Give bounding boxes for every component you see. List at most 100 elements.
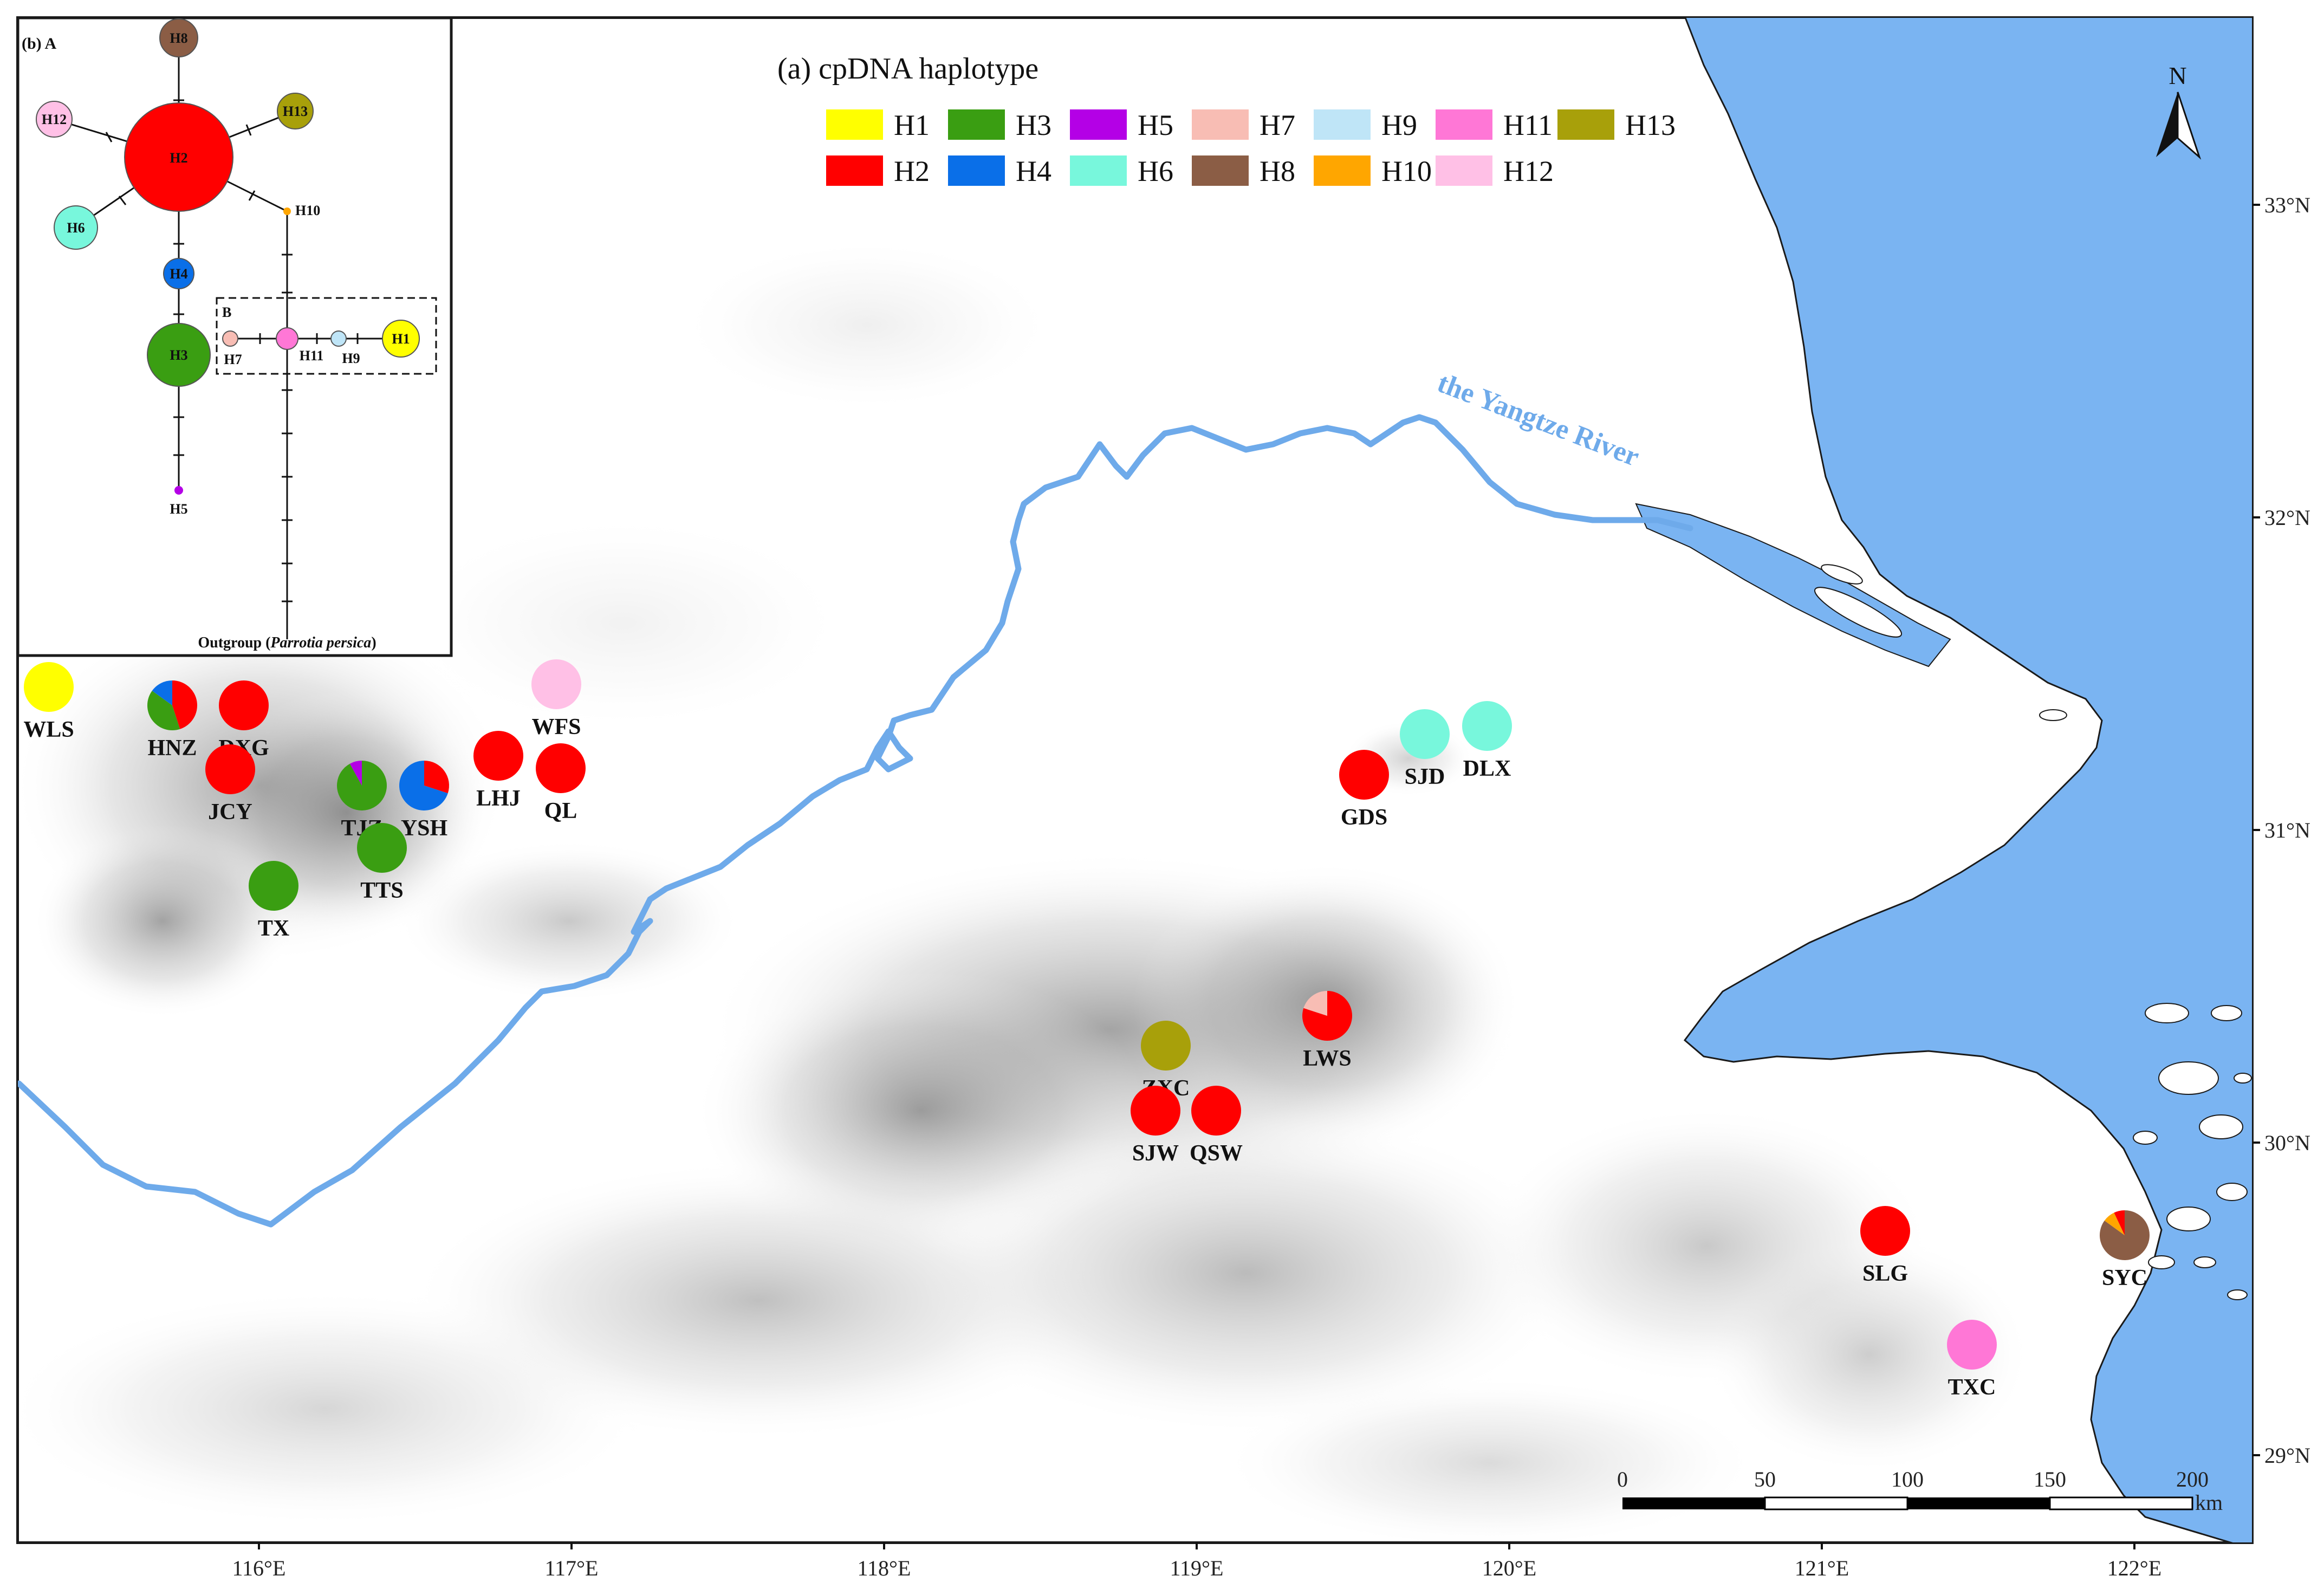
network-label-h2: H2 [170,150,187,166]
pie-slice [1302,991,1353,1041]
population-qsw: QSW [1190,1086,1243,1166]
population-txc: TXC [1947,1320,1997,1400]
network-label-h8: H8 [170,30,187,46]
longitude-tick-label: 117°E [545,1556,599,1580]
population-label: GDS [1341,805,1387,830]
scale-tick-label: 150 [2034,1467,2066,1491]
network-label-h13: H13 [283,103,308,119]
population-tts: TTS [357,823,407,903]
population-label: QL [544,799,577,823]
population-wfs: WFS [531,659,581,740]
longitude-tick-label: 118°E [858,1556,911,1580]
pie-slice [531,659,581,709]
pie-slice [249,861,298,911]
longitude-ticks: 116°E 117°E 118°E 119°E 120°E 121°E 122°E [232,1542,2161,1580]
population-label: HNZ [147,736,197,761]
population-label: LWS [1303,1046,1352,1071]
latitude-ticks: 33°N 32°N 31°N 30°N 29°N [2252,193,2310,1468]
sea [1683,18,2252,1542]
longitude-tick-label: 116°E [232,1556,286,1580]
legend-swatch-h13 [1557,109,1614,140]
pie-slice [24,662,74,712]
latitude-tick-label: 31°N [2264,818,2310,842]
population-ql: QL [536,743,586,823]
legend-label-h5: H5 [1138,109,1173,141]
legend-title: (a) cpDNA haplotype [777,52,1038,86]
pie-slice [399,761,448,810]
pie-slice [357,823,407,873]
island [1821,564,1863,585]
haplotype-network: (b) A [16,16,453,657]
pie-slice [1131,1086,1180,1136]
population-label: DLX [1463,756,1511,781]
network-node-h3 [147,323,211,387]
pie-slice [1303,991,1327,1016]
network-label-h12: H12 [42,112,67,127]
network-node-h4 [163,258,194,289]
longitude-tick-label: 119°E [1170,1556,1224,1580]
network-label-h11: H11 [300,348,324,364]
population-label: TTS [360,878,403,903]
latitude-tick-label: 30°N [2264,1131,2310,1155]
population-dxg: DXG [218,680,269,761]
population-label: WLS [23,717,74,742]
legend-swatch-h4 [948,155,1005,186]
network-panel-title: (b) A [22,35,57,53]
network-node-h11 [276,327,298,350]
legend-swatch-h10 [1314,155,1371,186]
network-label-h1: H1 [392,331,410,347]
pie-slice [1860,1206,1910,1256]
network-node-h6 [54,205,98,250]
legend-swatch-h8 [1192,155,1249,186]
legend-swatch-h12 [1436,155,1492,186]
scale-tick-label: 100 [1891,1467,1924,1491]
scale-tick-label: 0 [1617,1467,1628,1491]
pie-slice [1141,1021,1191,1071]
legend-swatch-h6 [1070,155,1127,186]
network-node-h13 [277,93,314,129]
population-sjd: SJD [1400,709,1450,789]
legend-label-h4: H4 [1016,155,1051,187]
legend-swatch-h2 [826,155,883,186]
population-syc: SYC [2099,1210,2150,1290]
terrain-relief [18,238,2031,1542]
network-label-h7: H7 [224,352,242,367]
pie-slice [424,761,449,794]
pie-slice [205,744,255,794]
pie-slice [219,680,269,730]
population-label: WFS [531,715,581,740]
legend-swatch-h5 [1070,109,1127,140]
legend-label-h11: H11 [1503,109,1553,141]
network-node-h7 [222,330,238,347]
network-box-label: B [222,304,231,320]
latitude-tick-label: 33°N [2264,193,2310,217]
network-node-h12 [36,101,73,138]
network-label-h10: H10 [295,203,320,218]
population-label: TXC [1948,1375,1996,1400]
network-node-h1 [382,320,420,358]
legend-swatch-h11 [1436,109,1492,140]
yangtze-river [18,414,1693,1228]
population-label: SJD [1405,764,1445,789]
longitude-tick-label: 122°E [2107,1556,2161,1580]
pie-slice [147,690,180,730]
population-tx: TX [249,861,298,941]
population-label: LHJ [476,786,521,811]
network-label-h9: H9 [342,351,360,366]
haplotype-legend: (a) cpDNA haplotype H1 H2 H3 H4 H5 H6 H7 H8 H9 H1… [777,52,1676,187]
network-label-h3: H3 [170,347,187,363]
pie-slice [1947,1320,1997,1370]
longitude-tick-label: 120°E [1482,1556,1536,1580]
legend-label-h7: H7 [1260,109,1295,141]
pie-slice [2114,1210,2125,1235]
population-dlx: DLX [1462,701,1512,781]
network-node-h10 [283,207,291,215]
population-label: TX [258,916,289,941]
north-label: N [2169,62,2186,89]
legend-label-h6: H6 [1138,155,1173,187]
legend-label-h3: H3 [1016,109,1051,141]
legend-swatch-h1 [826,109,883,140]
pie-slice [1400,709,1450,759]
north-arrow: N [2156,62,2202,160]
